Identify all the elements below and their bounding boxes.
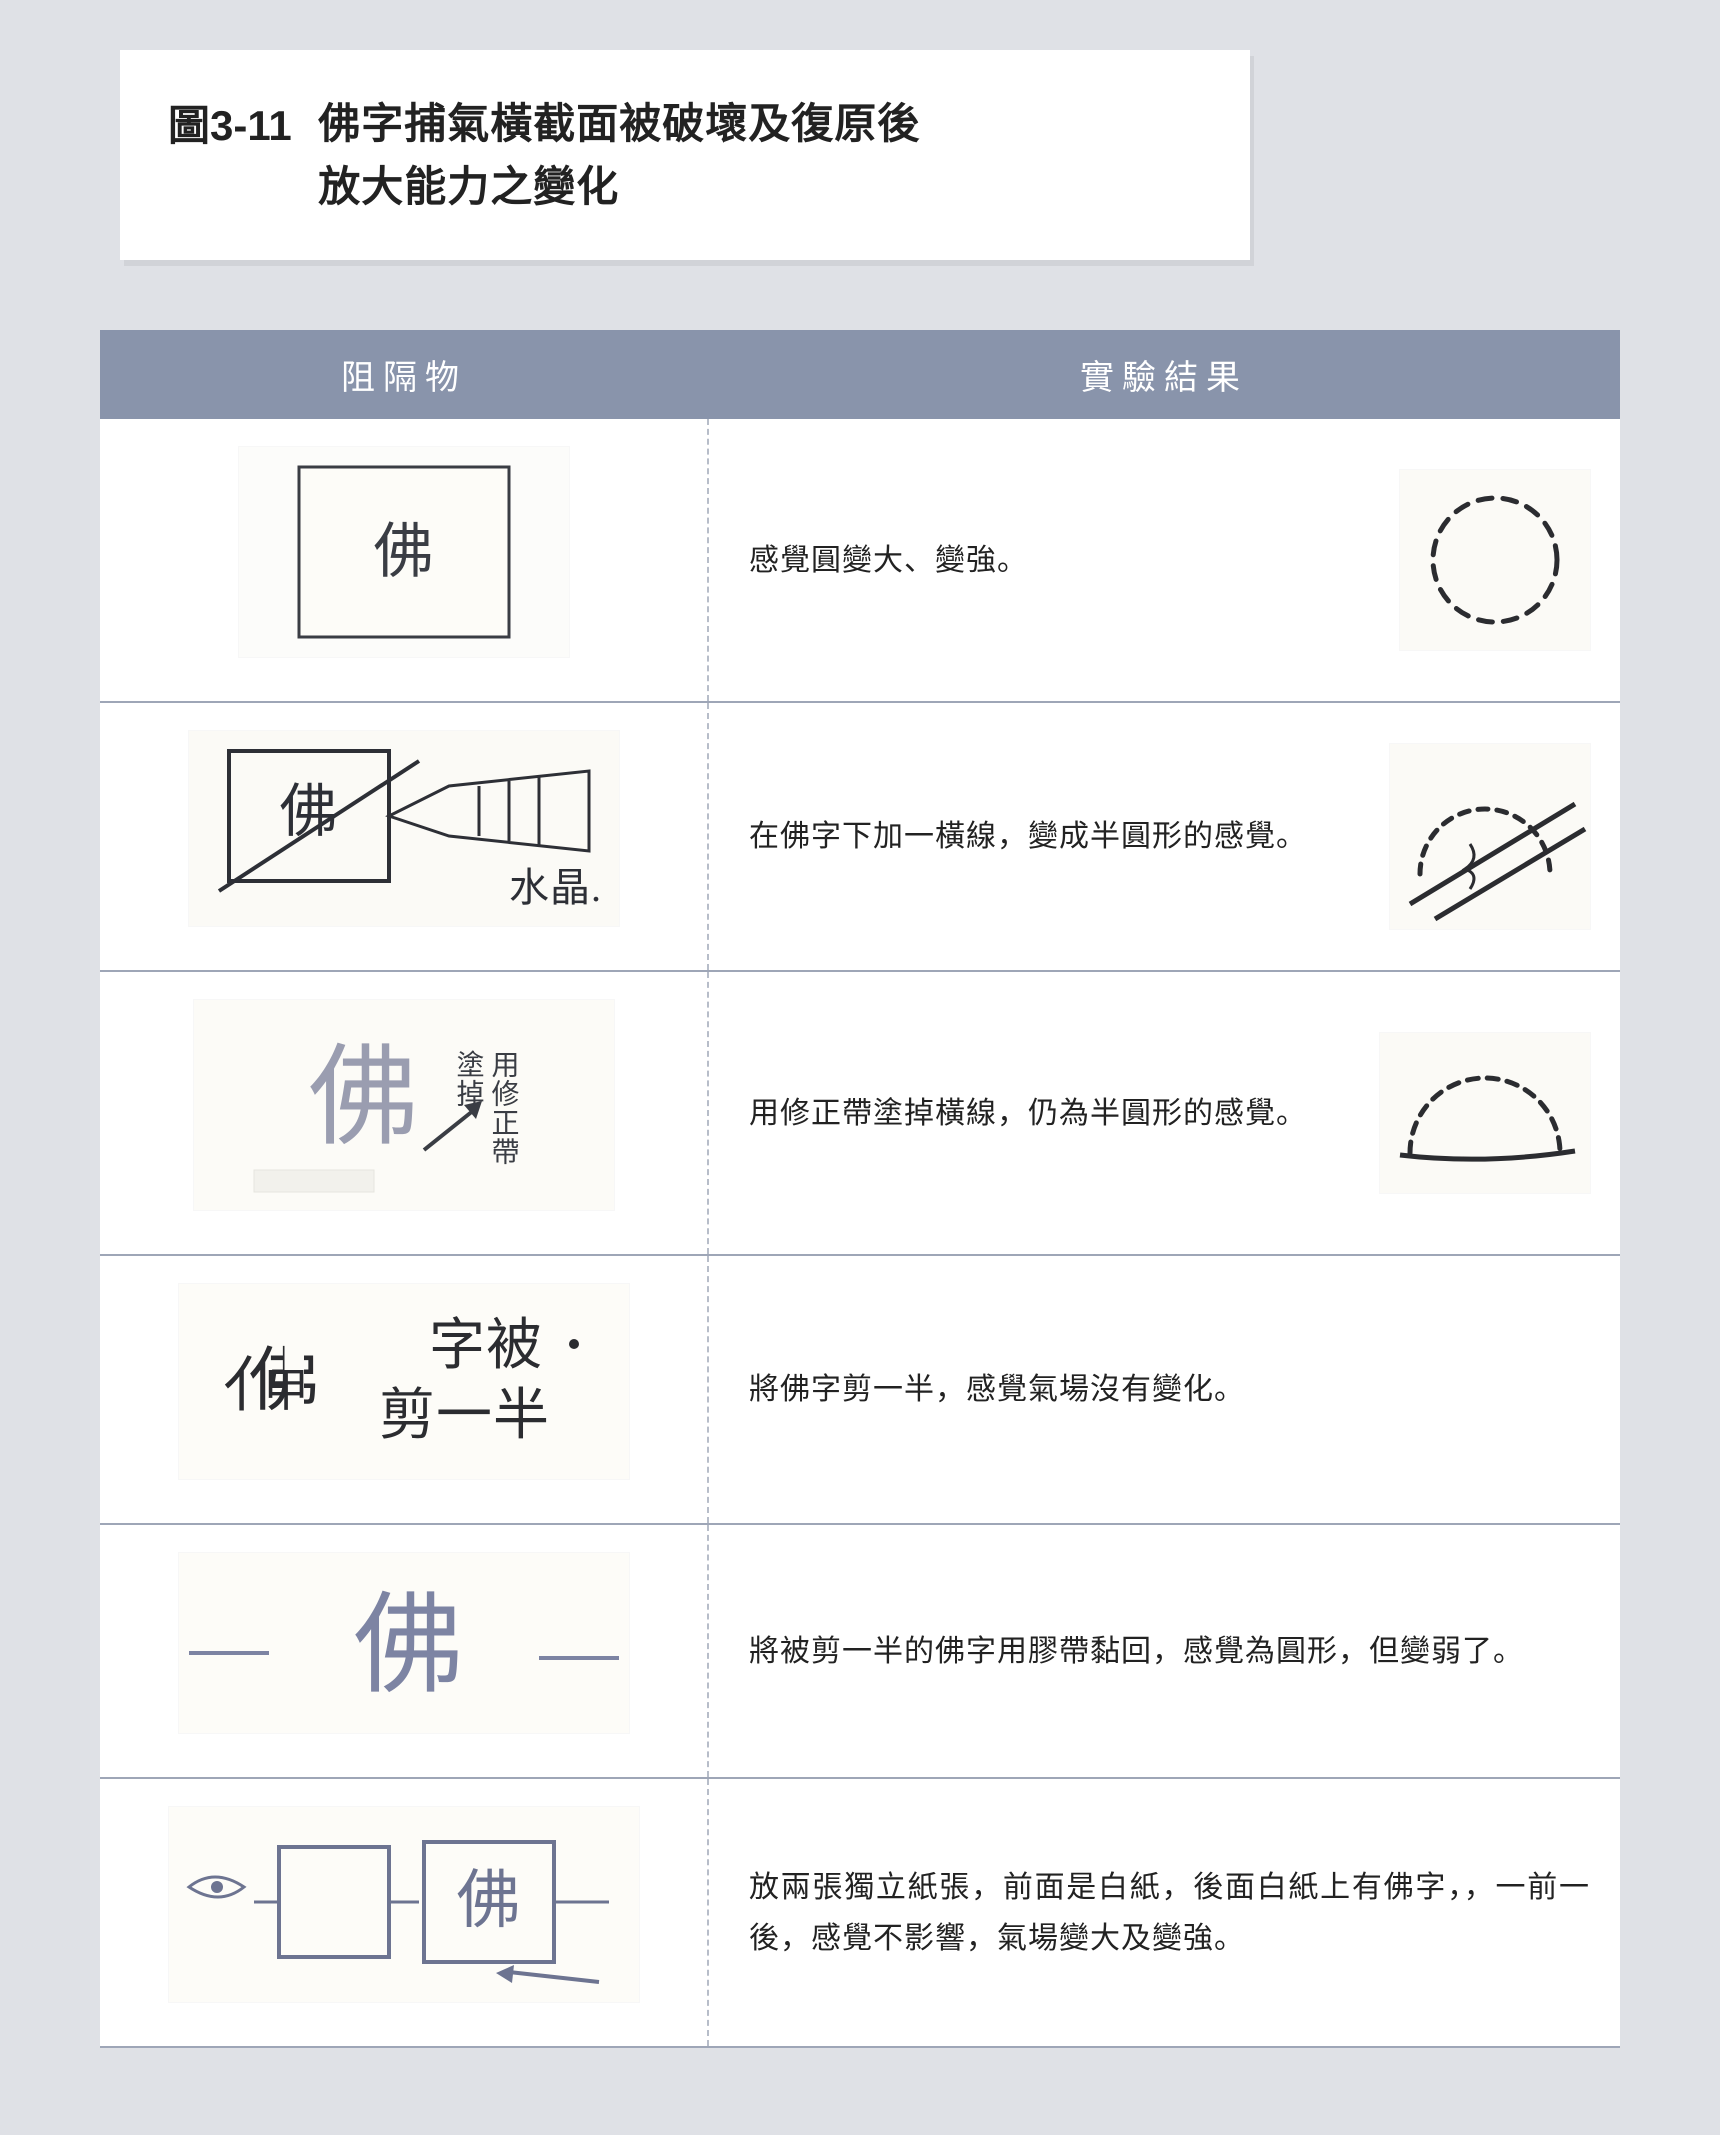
obstacle-cell: 佛	[100, 1778, 708, 2047]
figure-label: 圖3-11	[168, 92, 292, 153]
svg-text:水晶.: 水晶.	[509, 865, 602, 910]
svg-text:佛: 佛	[456, 1865, 521, 1936]
result-text: 將佛字剪一半，感覺氣場沒有變化。	[749, 1364, 1590, 1415]
svg-text:用修正帶: 用修正帶	[488, 1050, 519, 1166]
svg-text:佛: 佛	[373, 519, 434, 585]
table-row: 佛 用修正帶 塗掉 用修正帶塗掉橫線，仍為半圓形的感覺。	[100, 971, 1620, 1255]
result-cell: 將佛字剪一半，感覺氣場沒有變化。	[708, 1255, 1620, 1524]
figure-title: 佛字捕氣橫截面被破壞及復原後 放大能力之變化	[318, 92, 920, 218]
col-header-obstacle: 阻隔物	[100, 330, 708, 419]
col-header-result: 實驗結果	[708, 330, 1620, 419]
figure-title-card: 圖3-11 佛字捕氣橫截面被破壞及復原後 放大能力之變化	[120, 50, 1250, 260]
sketch-buddha-box-icon: 佛	[239, 447, 569, 657]
result-cell: 放兩張獨立紙張，前面是白紙，後面白紙上有佛字，，一前一後，感覺不影響，氣場變大及…	[708, 1778, 1620, 2047]
obstacle-cell: 佛 佛 亻 甲 字被 剪一半	[100, 1255, 708, 1524]
result-cell: 用修正帶塗掉橫線，仍為半圓形的感覺。	[708, 971, 1620, 1255]
table-row: 佛 佛 亻 甲 字被 剪一半 將佛字剪一半，感覺氣場沒有變化。	[100, 1255, 1620, 1524]
sketch-half-circle-icon	[1390, 744, 1590, 929]
sketch-dome-icon	[1380, 1033, 1590, 1193]
sketch-dashed-circle-icon	[1400, 470, 1590, 650]
obstacle-cell: 佛	[100, 1524, 708, 1778]
figure-page: 圖3-11 佛字捕氣橫截面被破壞及復原後 放大能力之變化 阻隔物 實驗結果 佛	[100, 50, 1620, 2048]
result-text: 用修正帶塗掉橫線，仍為半圓形的感覺。	[749, 1088, 1350, 1139]
experiment-table: 阻隔物 實驗結果 佛 感覺圓變大、變強。	[100, 330, 1620, 2048]
result-text: 在佛字下加一橫線，變成半圓形的感覺。	[749, 811, 1360, 862]
obstacle-cell: 佛	[100, 419, 708, 702]
result-text: 感覺圓變大、變強。	[749, 535, 1370, 586]
sketch-buddha-taped-icon: 佛	[179, 1553, 629, 1733]
obstacle-cell: 佛 用修正帶 塗掉	[100, 971, 708, 1255]
sketch-two-papers-icon: 佛	[169, 1807, 639, 2002]
svg-text:甲: 甲	[263, 1365, 310, 1416]
sketch-buddha-cut-icon: 佛 佛 亻 甲 字被 剪一半	[179, 1284, 629, 1479]
result-text: 放兩張獨立紙張，前面是白紙，後面白紙上有佛字，，一前一後，感覺不影響，氣場變大及…	[749, 1862, 1590, 1964]
svg-text:佛: 佛	[353, 1585, 464, 1707]
svg-text:剪一半: 剪一半	[379, 1385, 550, 1447]
table-row: 佛 感覺圓變大、變強。	[100, 419, 1620, 702]
table-row: 佛 水晶. 在佛字下加一橫線，變成半圓形的感覺。	[100, 702, 1620, 971]
svg-text:塗掉: 塗掉	[453, 1050, 484, 1108]
result-cell: 感覺圓變大、變強。	[708, 419, 1620, 702]
result-text: 將被剪一半的佛字用膠帶黏回，感覺為圓形，但變弱了。	[749, 1626, 1590, 1677]
svg-text:佛: 佛	[308, 1037, 419, 1159]
table-row: 佛 放兩張獨立紙張，前面是白紙，後面白紙上有佛字，，一前一後，感覺不影響，氣場變…	[100, 1778, 1620, 2047]
sketch-buddha-correction-icon: 佛 用修正帶 塗掉	[194, 1000, 614, 1210]
sketch-buddha-crystal-icon: 佛 水晶.	[189, 731, 619, 926]
table-row: 佛 將被剪一半的佛字用膠帶黏回，感覺為圓形，但變弱了。	[100, 1524, 1620, 1778]
svg-text:字被: 字被	[429, 1315, 543, 1377]
obstacle-cell: 佛 水晶.	[100, 702, 708, 971]
result-cell: 將被剪一半的佛字用膠帶黏回，感覺為圓形，但變弱了。	[708, 1524, 1620, 1778]
result-cell: 在佛字下加一橫線，變成半圓形的感覺。	[708, 702, 1620, 971]
